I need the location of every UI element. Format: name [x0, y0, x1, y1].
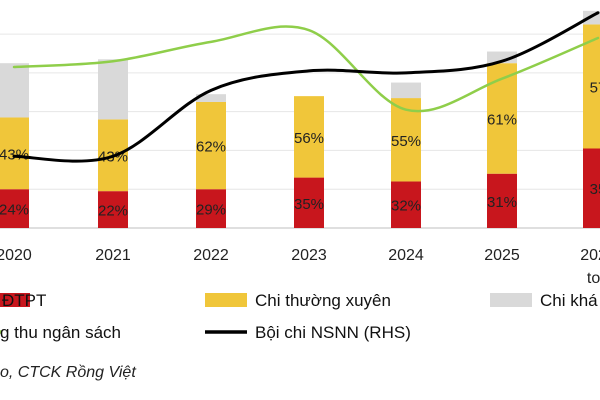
bar-data-label: 56%: [294, 130, 324, 147]
bar-segment: [583, 24, 600, 149]
legend-label: Bội chi NSNN (RHS): [255, 323, 411, 342]
series-lines: [12, 11, 600, 163]
source-note: o, CTCK Rồng Việt: [0, 364, 136, 381]
legend-label: ĐTPT: [2, 291, 46, 310]
bar-data-label: 24%: [0, 202, 29, 219]
bar-segment: [98, 59, 128, 120]
bar-segment: [487, 51, 517, 64]
x-tick-label: 2024: [388, 247, 424, 264]
bar-data-label: 31%: [487, 194, 517, 211]
bar-segment: [0, 189, 29, 228]
revenue-growth-line: [12, 25, 600, 113]
x-tick-label: 2026: [580, 247, 600, 264]
x-tick-label: 2020: [0, 247, 32, 264]
x-axis-tick-labels: 2020 2021 2022 2023 2024 2025 2026 toá: [0, 247, 600, 287]
bar-segment: [196, 101, 226, 190]
bar-data-label: 57: [590, 79, 600, 96]
bar-segment: [0, 117, 29, 190]
budget-deficit-line: [12, 11, 600, 163]
bar-data-label: 35: [590, 181, 600, 198]
bar-data-label: 32%: [391, 198, 421, 215]
bar-segment: [583, 148, 600, 228]
x-tick-label: 2021: [95, 247, 131, 264]
legend-swatch: [0, 293, 30, 307]
legend-swatch: [205, 293, 247, 307]
bar-segment: [98, 191, 128, 228]
bar-data-label: 62%: [196, 139, 226, 156]
bar-segment: [487, 173, 517, 228]
x-tick-label: 2023: [291, 247, 327, 264]
bar-segment: [294, 177, 324, 228]
x-tick-label-continuation: toá: [587, 270, 600, 287]
legend-label: Chi thường xuyên: [255, 291, 391, 310]
bar-data-label: 29%: [196, 202, 226, 219]
bar-segment: [391, 181, 421, 228]
bar-data-label: 55%: [391, 133, 421, 150]
bar-data-label: 22%: [98, 203, 128, 220]
x-tick-label: 2025: [484, 247, 520, 264]
bar-segment: [391, 82, 421, 99]
bar-segment: [196, 94, 226, 102]
bar-segment: [294, 96, 324, 178]
legend: ĐTPT Chi thường xuyên Chi khá g thu ngân sá…: [0, 291, 598, 342]
x-tick-label: 2022: [193, 247, 229, 264]
bar-data-label: 61%: [487, 111, 517, 128]
bar-segment: [196, 189, 226, 228]
bar-data-label: 35%: [294, 196, 324, 213]
bars: [0, 10, 600, 228]
bar-segment: [0, 63, 29, 118]
legend-swatch: [490, 293, 532, 307]
legend-label: Chi khá: [540, 291, 598, 310]
legend-label: g thu ngân sách: [0, 323, 121, 342]
